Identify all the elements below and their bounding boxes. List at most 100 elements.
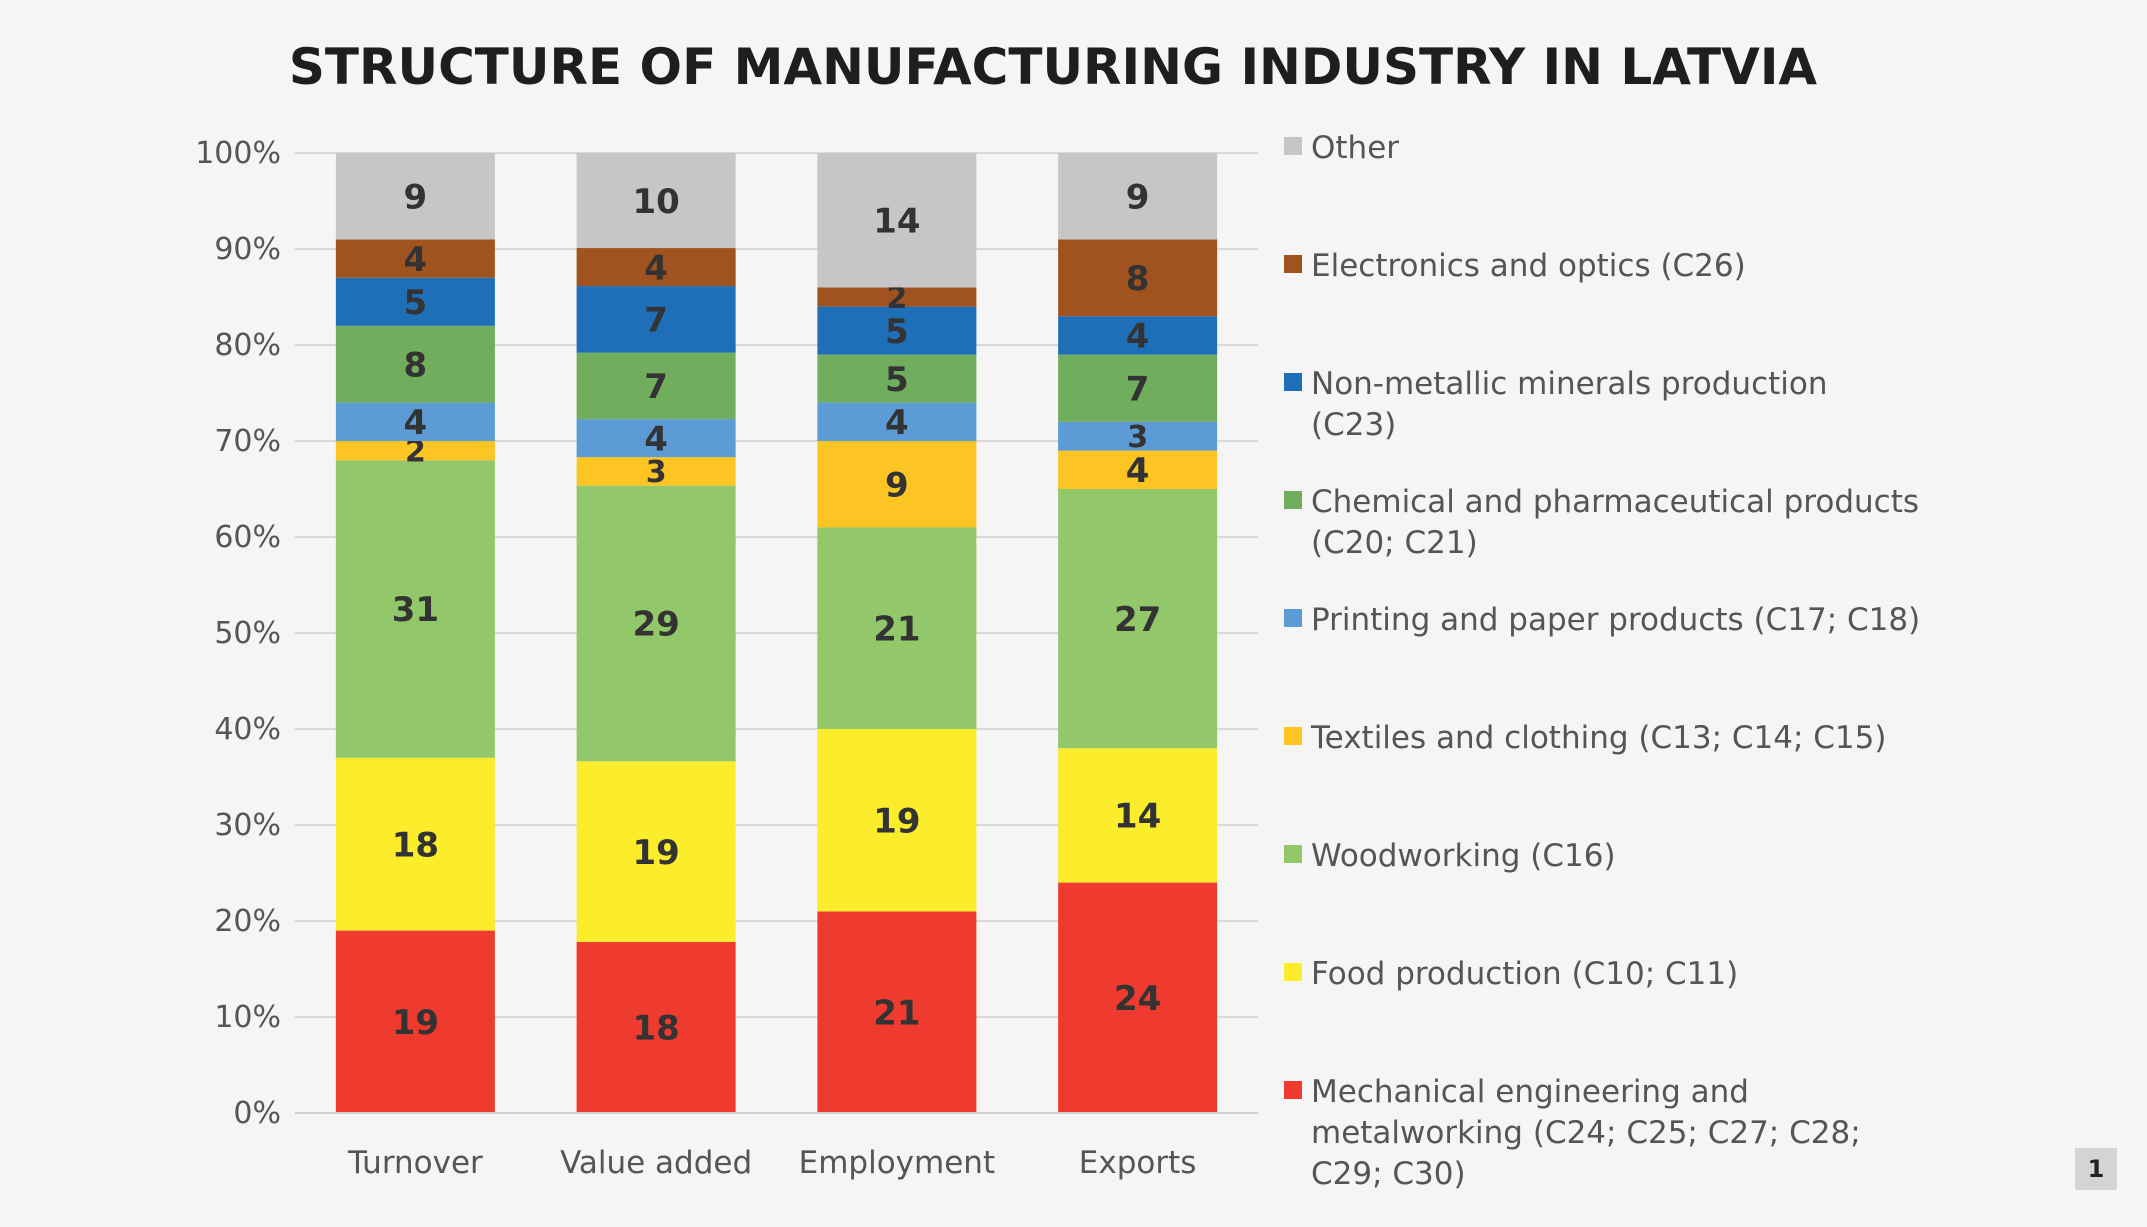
x-tick-label: Turnover: [347, 1145, 483, 1181]
bar-segment: [576, 457, 736, 486]
bar-segment: [817, 441, 977, 528]
bar-segment: [335, 277, 495, 326]
bar-segment: [576, 248, 736, 287]
bar-segment: [1058, 882, 1218, 1113]
bar-segment: [576, 419, 736, 458]
legend-swatch: [1284, 373, 1302, 391]
data-label: 9: [885, 465, 909, 505]
data-label: 2: [405, 434, 426, 469]
y-tick-label: 30%: [214, 808, 281, 843]
data-label: 18: [632, 1009, 679, 1049]
bar-segment: [817, 287, 977, 307]
data-label: 14: [873, 201, 920, 241]
y-tick-label: 100%: [195, 136, 281, 171]
bar-segment: [1058, 316, 1218, 355]
legend-item: Non-metallic minerals production (C23): [1284, 366, 1828, 443]
bar-segment: [335, 930, 495, 1113]
bar-segment: [817, 527, 977, 729]
bar-segment: [817, 402, 977, 441]
data-label: 5: [404, 283, 428, 323]
data-label: 2: [886, 281, 907, 316]
y-tick-label: 70%: [214, 424, 281, 459]
bar-segment: [335, 325, 495, 403]
data-label: 21: [873, 609, 920, 649]
legend-swatch: [1284, 727, 1302, 745]
data-label: 24: [1114, 979, 1161, 1019]
legend-swatch: [1284, 1081, 1302, 1099]
page-number-badge: 1: [2075, 1148, 2117, 1190]
data-label: 14: [1114, 797, 1161, 837]
data-label: 5: [885, 312, 909, 352]
data-label: 7: [644, 301, 668, 341]
data-label: 5: [885, 360, 909, 400]
data-label: 27: [1114, 600, 1161, 640]
x-tick-label: Employment: [799, 1145, 995, 1181]
data-label: 29: [632, 605, 679, 645]
legend-swatch: [1284, 491, 1302, 509]
y-tick-label: 60%: [214, 520, 281, 555]
legend-label: Non-metallic minerals production (C23): [1311, 366, 1828, 443]
y-tick-label: 50%: [214, 616, 281, 651]
x-tick-label: Exports: [1079, 1145, 1197, 1181]
bar-segment: [576, 485, 736, 762]
y-tick-label: 80%: [214, 328, 281, 363]
data-label: 19: [632, 833, 679, 873]
legend-item: Other: [1284, 130, 1399, 166]
data-label: 3: [1127, 420, 1148, 455]
bar-segment: [1058, 421, 1218, 451]
data-label: 4: [1126, 451, 1150, 491]
data-label: 4: [404, 403, 428, 443]
legend-swatch: [1284, 255, 1302, 273]
x-axis: Turnover Value added Employment Exports: [295, 1112, 1258, 1181]
legend-label: Other: [1311, 130, 1399, 166]
legend-label: Chemical and pharmaceutical products (C20…: [1311, 484, 1919, 561]
data-label: 7: [1126, 369, 1150, 409]
data-label: 3: [646, 455, 667, 490]
legend-item: Printing and paper products (C17; C18): [1284, 602, 1920, 638]
legend-item: Food production (C10; C11): [1284, 956, 1738, 992]
bar-segment: [576, 286, 736, 353]
legend-item: Electronics and optics (C26): [1284, 248, 1746, 284]
bar-segment: [817, 354, 977, 403]
bar-segment: [335, 441, 495, 461]
data-label: 31: [392, 590, 439, 630]
data-label: 4: [644, 248, 668, 288]
data-label: 4: [1126, 317, 1150, 357]
data-label: 4: [404, 240, 428, 280]
legend-label: Printing and paper products (C17; C18): [1311, 602, 1920, 638]
y-tick-label: 20%: [214, 904, 281, 939]
bar-segment: [1058, 748, 1218, 883]
bar-segment: [817, 729, 977, 912]
legend-label: Woodworking (C16): [1311, 838, 1616, 874]
chart-title: STRUCTURE OF MANUFACTURING INDUSTRY IN L…: [289, 38, 1818, 96]
data-label: 19: [873, 801, 920, 841]
bars: 1918312485491819293477410211921945521424…: [335, 153, 1218, 1113]
y-tick-label: 40%: [214, 712, 281, 747]
legend-item: Woodworking (C16): [1284, 838, 1616, 874]
bar-segment: [576, 761, 736, 942]
legend-label: Food production (C10; C11): [1311, 956, 1738, 992]
data-label: 8: [404, 345, 428, 385]
data-label: 18: [392, 825, 439, 865]
bar-segment: [1058, 239, 1218, 317]
y-axis: 0% 10% 20% 30% 40% 50% 60% 70% 80% 90% 100%: [195, 136, 281, 1131]
data-label: 9: [404, 177, 428, 217]
legend-label: Mechanical engineering and metalworking (…: [1311, 1074, 1861, 1192]
bar-segment: [1058, 489, 1218, 749]
bar-segment: [1058, 153, 1218, 240]
bar-segment: [335, 402, 495, 441]
bar-segment: [576, 153, 736, 249]
legend-swatch: [1284, 609, 1302, 627]
data-label: 19: [392, 1003, 439, 1043]
legend-label: Textiles and clothing (C13; C14; C15): [1310, 720, 1886, 756]
legend-item: Textiles and clothing (C13; C14; C15): [1284, 720, 1886, 756]
bar-segment: [576, 941, 736, 1113]
data-label: 21: [873, 993, 920, 1033]
data-label: 7: [644, 367, 668, 407]
y-tick-label: 90%: [214, 232, 281, 267]
